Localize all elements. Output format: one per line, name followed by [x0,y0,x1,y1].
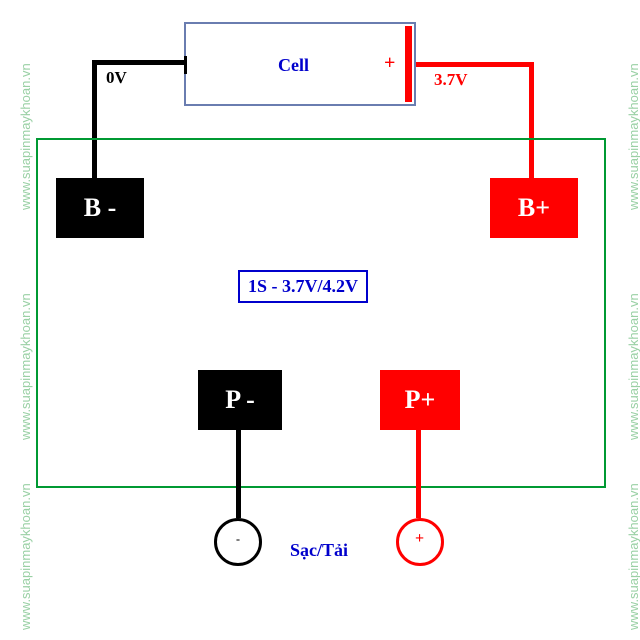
watermark-left-3: www.suapinmaykhoan.vn [18,483,33,630]
zero-volt-label: 0V [106,68,127,88]
watermark-left-2: www.suapinmaykhoan.vn [18,293,33,440]
load-label: Sạc/Tải [290,540,348,561]
load-negative-sign: - [236,532,240,547]
spec-box: 1S - 3.7V/4.2V [238,270,368,303]
load-positive-sign: + [415,530,424,548]
watermark-right-1: www.suapinmaykhoan.vn [626,63,640,210]
p-plus-label: P+ [405,385,436,415]
b-plus-label: B+ [518,193,550,223]
b-minus-terminal: B - [56,178,144,238]
cell-plus-sign: + [384,52,395,75]
spec-text: 1S - 3.7V/4.2V [248,276,358,296]
cell-label: Cell [278,55,309,76]
watermark-right-2: www.suapinmaykhoan.vn [626,293,640,440]
b-minus-label: B - [84,193,117,223]
watermark-left-1: www.suapinmaykhoan.vn [18,63,33,210]
cell-positive-bar [405,26,412,102]
cell-negative-tick [184,56,187,74]
wire-pminus-down [236,430,241,518]
p-plus-terminal: P+ [380,370,460,430]
wire-cell-to-bplus-h [416,62,534,67]
p-minus-label: P - [225,385,255,415]
b-plus-terminal: B+ [490,178,578,238]
diagram-canvas: Cell + 0V 3.7V B - B+ 1S - 3.7V/4.2V P -… [0,0,640,640]
volt-label: 3.7V [434,70,468,90]
wire-cell-to-bminus-h [92,60,184,65]
watermark-right-3: www.suapinmaykhoan.vn [626,483,640,630]
wire-pplus-down [416,430,421,518]
p-minus-terminal: P - [198,370,282,430]
